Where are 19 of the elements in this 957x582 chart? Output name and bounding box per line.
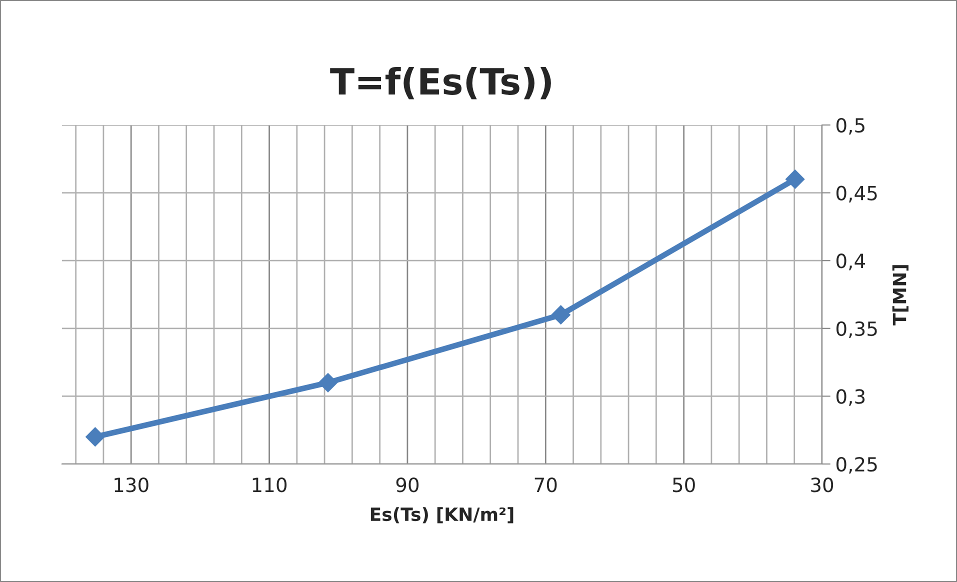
- x-tick-label: 130: [114, 478, 148, 492]
- y-tick-label: 0,45: [836, 186, 877, 202]
- x-tick-label: 70: [534, 478, 557, 492]
- y-tick-label: 0,5: [836, 118, 864, 135]
- point: [318, 373, 338, 392]
- chart-title: T=f(Es(Ts)): [330, 67, 551, 100]
- x-axis-title: Es(Ts) [KN/m²]: [370, 507, 514, 524]
- y-tick-label: 0,3: [836, 389, 865, 406]
- y-tick-label: 0,35: [836, 321, 877, 338]
- y-tick-label: 0,25: [836, 456, 877, 474]
- y-axis-title: T[MN]: [892, 265, 908, 326]
- x-tick-label: 110: [252, 478, 287, 492]
- point: [86, 427, 105, 446]
- x-tick-label: 30: [811, 478, 834, 492]
- point: [551, 305, 570, 324]
- x-tick-label: 50: [672, 478, 695, 492]
- point: [786, 170, 805, 189]
- y-tick-label: 0,4: [836, 254, 866, 270]
- x-tick-label: 90: [396, 478, 419, 492]
